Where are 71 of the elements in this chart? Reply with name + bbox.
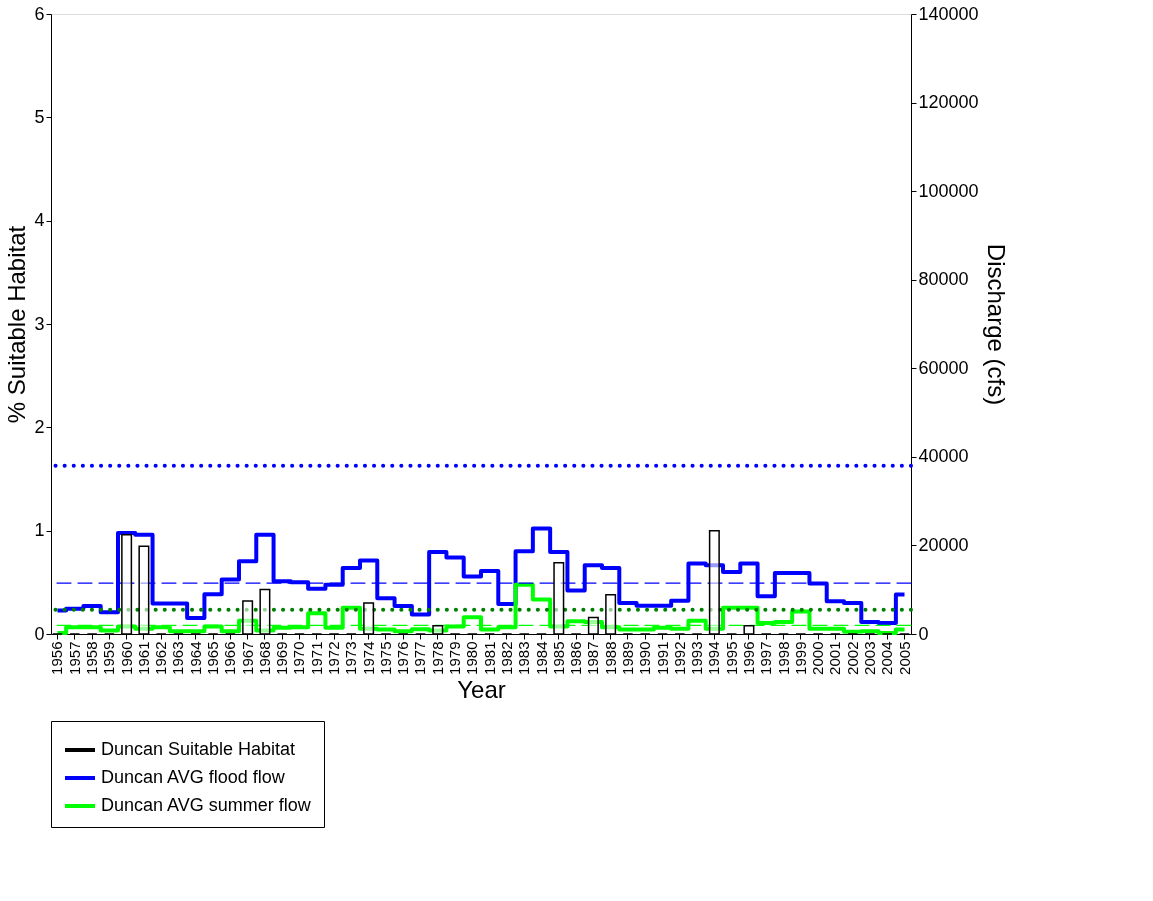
- x-tick-label: 2005: [895, 641, 913, 675]
- x-tick-label: 1972: [325, 641, 343, 675]
- x-tick-label: 1983: [515, 641, 533, 675]
- x-tick-label: 1966: [221, 641, 239, 675]
- y2-tick-label: 60000: [918, 357, 969, 378]
- x-tick-label: 1996: [739, 641, 757, 675]
- x-tick-label: 1975: [376, 641, 394, 675]
- x-tick-label: 1980: [463, 641, 481, 675]
- y2-tick-label: 20000: [918, 534, 969, 555]
- x-tick-label: 1982: [497, 641, 515, 675]
- x-tick-label: 1999: [791, 641, 809, 675]
- x-tick-label: 1988: [601, 641, 619, 675]
- x-tick-label: 1963: [169, 641, 187, 675]
- y-axis-title: % Suitable Habitat: [3, 225, 31, 424]
- y-tick-label: 6: [34, 3, 45, 24]
- x-tick-label: 1984: [532, 641, 550, 675]
- x-tick-label: 1993: [688, 641, 706, 675]
- x-tick-label: 1973: [342, 641, 360, 675]
- x-tick-label: 1995: [722, 641, 740, 675]
- legend-label: Duncan AVG summer flow: [101, 795, 312, 815]
- y2-axis-title: Discharge (cfs): [982, 243, 1010, 406]
- x-tick-label: 1958: [83, 641, 101, 675]
- x-tick-label: 1985: [549, 641, 567, 675]
- y2-tick-label: 40000: [918, 446, 969, 467]
- x-tick-label: 1981: [480, 641, 498, 675]
- y-tick-label: 4: [34, 210, 45, 231]
- y2-tick-label: 120000: [918, 92, 979, 113]
- x-tick-label: 1971: [307, 641, 325, 675]
- x-tick-label: 2004: [878, 641, 896, 675]
- x-tick-label: 1976: [394, 641, 412, 675]
- x-axis-title: Year: [457, 675, 506, 703]
- x-tick-label: 1959: [100, 641, 118, 675]
- x-tick-label: 1989: [618, 641, 636, 675]
- x-tick-label: 1977: [411, 641, 429, 675]
- y-tick-label: 0: [34, 623, 45, 644]
- x-tick-label: 1960: [117, 641, 135, 675]
- x-tick-label: 1974: [359, 641, 377, 675]
- x-tick-label: 1961: [134, 641, 152, 675]
- x-tick-label: 1970: [290, 641, 308, 675]
- y-tick-label: 3: [34, 313, 45, 334]
- x-tick-label: 1969: [273, 641, 291, 675]
- y2-tick-label: 100000: [918, 180, 979, 201]
- x-tick-label: 1998: [774, 641, 792, 675]
- x-tick-label: 2002: [843, 641, 861, 675]
- x-tick-label: 1964: [186, 641, 204, 675]
- x-tick-label: 2001: [826, 641, 844, 675]
- y2-tick-label: 140000: [918, 3, 979, 24]
- x-tick-label: 1997: [757, 641, 775, 675]
- x-tick-label: 1991: [653, 641, 671, 675]
- x-tick-label: 1992: [670, 641, 688, 675]
- x-tick-label: 1990: [636, 641, 654, 675]
- x-tick-label: 1967: [238, 641, 256, 675]
- legend-label: Duncan AVG flood flow: [101, 767, 286, 787]
- legend-label: Duncan Suitable Habitat: [101, 739, 296, 759]
- y-tick-label: 5: [34, 106, 45, 127]
- x-tick-label: 1965: [204, 641, 222, 675]
- x-tick-label: 1979: [446, 641, 464, 675]
- x-tick-label: 1956: [48, 641, 66, 675]
- x-tick-label: 2003: [860, 641, 878, 675]
- x-tick-label: 2000: [809, 641, 827, 675]
- x-tick-label: 1968: [255, 641, 273, 675]
- y-tick-label: 1: [34, 520, 45, 541]
- x-tick-label: 1957: [65, 641, 83, 675]
- y-tick-label: 2: [34, 416, 45, 437]
- x-tick-label: 1994: [705, 641, 723, 675]
- y2-tick-label: 80000: [918, 269, 969, 290]
- x-tick-label: 1962: [152, 641, 170, 675]
- x-tick-label: 1978: [428, 641, 446, 675]
- x-tick-label: 1986: [567, 641, 585, 675]
- y2-tick-label: 0: [918, 623, 929, 644]
- x-tick-label: 1987: [584, 641, 602, 675]
